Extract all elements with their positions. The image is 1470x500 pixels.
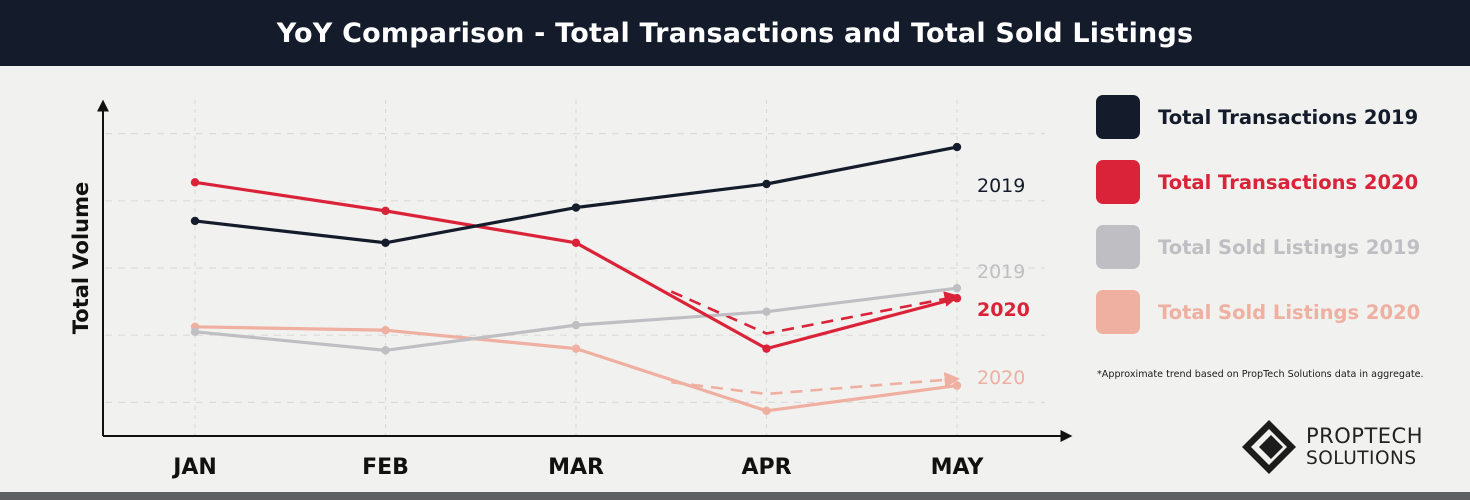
legend-label: Total Sold Listings 2019 — [1158, 235, 1421, 259]
legend-item-transactions-2020: Total Transactions 2020 — [1096, 159, 1466, 205]
data-point — [952, 283, 962, 293]
data-point — [952, 142, 962, 152]
trend-arrow-dashed — [670, 290, 961, 335]
data-point — [190, 216, 200, 226]
header-bar: YoY Comparison - Total Transactions and … — [0, 0, 1470, 66]
legend-item-sold-2019: Total Sold Listings 2019 — [1096, 224, 1466, 270]
legend-label: Total Sold Listings 2020 — [1158, 300, 1421, 324]
chart-title: YoY Comparison - Total Transactions and … — [276, 17, 1194, 49]
legend-swatch — [1096, 95, 1140, 139]
legend-item-sold-2020: Total Sold Listings 2020 — [1096, 289, 1466, 335]
legend-swatch — [1096, 160, 1140, 204]
x-tick-label: MAR — [548, 455, 604, 480]
legend-label: Total Transactions 2019 — [1158, 105, 1419, 129]
legend-item-transactions-2019: Total Transactions 2019 — [1096, 94, 1466, 140]
trend-arrow-dashed — [671, 372, 961, 396]
x-tick-label: JAN — [171, 455, 217, 480]
data-point — [762, 307, 771, 316]
diamond-logo-icon — [1242, 420, 1296, 474]
legend-swatch — [1096, 225, 1140, 269]
data-point — [952, 294, 962, 303]
company-logo: PROPTECH SOLUTIONS — [1240, 418, 1460, 478]
data-point — [571, 238, 581, 247]
data-point — [571, 320, 581, 330]
legend-swatch — [1096, 290, 1140, 334]
data-point — [381, 206, 390, 216]
legend-label: Total Transactions 2020 — [1158, 170, 1419, 194]
x-tick-label: APR — [741, 455, 791, 480]
data-point — [381, 238, 390, 247]
data-point — [381, 346, 390, 355]
series-end-label: 2019 — [977, 261, 1025, 283]
series-end-label: 2020 — [977, 367, 1025, 389]
x-tick-label: FEB — [362, 455, 409, 480]
data-point — [571, 344, 581, 353]
data-point — [190, 327, 200, 337]
data-point — [190, 178, 200, 187]
data-point — [381, 325, 390, 335]
data-point — [762, 344, 771, 353]
logo-text-line1: PROPTECH — [1306, 424, 1423, 448]
bottom-bar — [0, 492, 1470, 500]
series-end-label: 2020 — [977, 299, 1030, 321]
data-point — [952, 381, 962, 390]
footnote: *Approximate trend based on PropTech Sol… — [1097, 369, 1424, 380]
data-point — [571, 203, 581, 212]
logo-text-line2: SOLUTIONS — [1306, 448, 1417, 469]
x-tick-label: MAY — [931, 455, 985, 480]
y-axis-label: Total Volume — [69, 182, 93, 335]
data-point — [762, 179, 771, 189]
data-point — [762, 406, 771, 415]
series-end-label: 2019 — [977, 175, 1025, 197]
